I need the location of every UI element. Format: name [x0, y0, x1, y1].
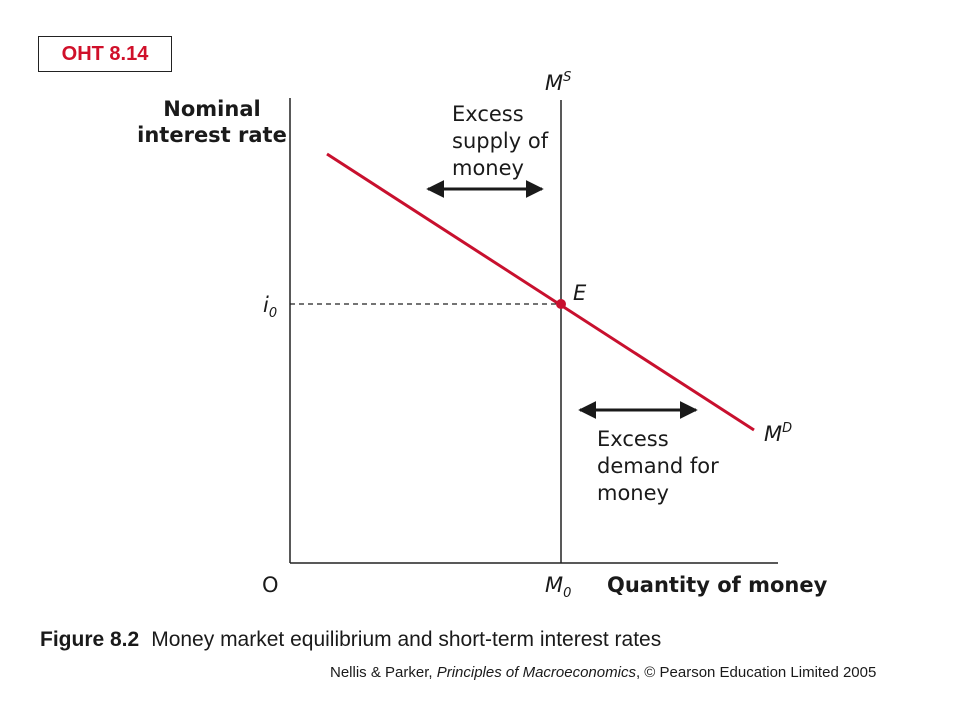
supply-curve-label: MS: [545, 70, 571, 95]
credit-book-title: Principles of Macroeconomics: [436, 664, 636, 681]
origin-label: O: [262, 573, 279, 597]
y-axis-label-line2: interest rate: [137, 123, 287, 147]
equilibrium-point: [556, 299, 566, 309]
figure-caption: Figure 8.2 Money market equilibrium and s…: [40, 628, 661, 652]
money-demand-curve: [326, 152, 755, 432]
excess-supply-label-line3: money: [452, 156, 524, 180]
credit-authors: Nellis & Parker,: [330, 664, 437, 681]
demand-curve-label: MD: [764, 421, 792, 446]
slide-badge: OHT 8.14: [38, 36, 172, 72]
y-axis-label-line1: Nominal: [163, 97, 260, 121]
credit-publisher: , © Pearson Education Limited 2005: [635, 664, 877, 681]
excess-supply-label-line2: supply of: [452, 129, 549, 153]
excess-supply-label-line1: Excess: [452, 102, 524, 126]
equilibrium-label: E: [573, 281, 587, 305]
figure-number: Figure 8.2: [40, 628, 140, 651]
figure-title: Money market equilibrium and short-term …: [151, 628, 662, 651]
excess-demand-label-line3: money: [597, 481, 669, 505]
x-axis-label: Quantity of money: [607, 573, 828, 597]
quantity-label: M0: [545, 573, 571, 601]
source-credit: Nellis & Parker, Principles of Macroecon…: [330, 664, 876, 681]
interest-rate-label: i0: [263, 293, 277, 321]
excess-demand-label-line2: demand for: [597, 454, 719, 478]
excess-demand-label-line1: Excess: [597, 427, 669, 451]
